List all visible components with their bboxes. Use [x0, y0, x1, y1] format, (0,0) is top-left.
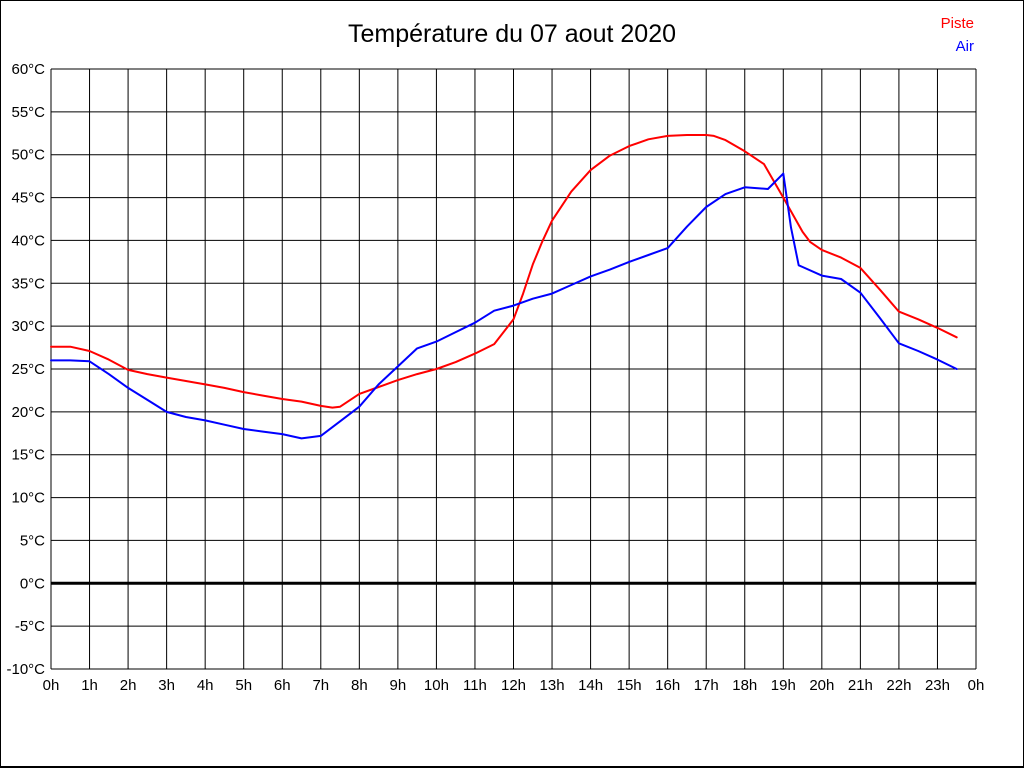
chart-legend: Piste Air: [941, 12, 974, 58]
x-tick-label: 5h: [235, 677, 252, 694]
x-tick-label: 7h: [312, 677, 329, 694]
y-tick-label: 15°C: [11, 447, 45, 464]
x-tick-label: 0h: [968, 677, 985, 694]
x-tick-label: 2h: [120, 677, 137, 694]
air-series-line: [50, 172, 958, 440]
x-tick-label: 16h: [655, 677, 680, 694]
x-tick-label: 4h: [197, 677, 214, 694]
x-tick-label: 12h: [501, 677, 526, 694]
piste-series-line: [50, 134, 958, 409]
x-tick-label: 8h: [351, 677, 368, 694]
y-tick-label: 25°C: [11, 361, 45, 378]
y-tick-label: -10°C: [6, 661, 45, 678]
y-tick-label: 45°C: [11, 190, 45, 207]
x-tick-label: 13h: [540, 677, 565, 694]
x-tick-label: 22h: [886, 677, 911, 694]
y-tick-label: 40°C: [11, 232, 45, 249]
x-tick-label: 11h: [463, 677, 487, 694]
x-tick-label: 1h: [81, 677, 98, 694]
x-tick-label: 17h: [694, 677, 719, 694]
x-tick-label: 9h: [390, 677, 407, 694]
y-tick-label: 60°C: [11, 61, 45, 78]
x-tick-label: 6h: [274, 677, 291, 694]
y-tick-label: 35°C: [11, 275, 45, 292]
y-tick-label: 10°C: [11, 490, 45, 507]
x-tick-label: 14h: [578, 677, 603, 694]
y-tick-label: 50°C: [11, 147, 45, 164]
x-tick-label: 18h: [732, 677, 757, 694]
y-tick-label: 0°C: [20, 575, 45, 592]
y-tick-label: -5°C: [15, 618, 45, 635]
x-tick-label: 0h: [43, 677, 60, 694]
y-tick-label: 5°C: [20, 532, 45, 549]
legend-item-air: Air: [955, 38, 974, 55]
x-tick-label: 23h: [925, 677, 950, 694]
x-tick-label: 20h: [809, 677, 834, 694]
x-tick-label: 10h: [424, 677, 449, 694]
x-tick-label: 15h: [617, 677, 642, 694]
legend-item-piste: Piste: [940, 15, 974, 32]
y-tick-label: 30°C: [11, 318, 45, 335]
y-tick-label: 55°C: [11, 104, 45, 121]
chart-title: Température du 07 aout 2020: [347, 20, 676, 48]
x-tick-label: 21h: [848, 677, 873, 694]
x-tick-label: 19h: [771, 677, 796, 694]
y-tick-label: 20°C: [11, 404, 45, 421]
x-tick-label: 3h: [158, 677, 175, 694]
